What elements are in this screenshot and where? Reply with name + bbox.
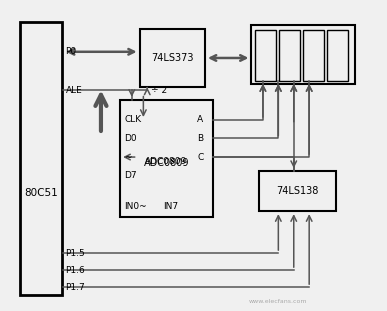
Text: C: C [197, 153, 204, 161]
Text: ÷ 2: ÷ 2 [151, 86, 167, 95]
Text: A: A [197, 115, 204, 124]
Text: IN7: IN7 [163, 202, 178, 211]
Text: ADC0809: ADC0809 [144, 158, 189, 168]
Bar [140, 29, 205, 87]
Text: P0: P0 [65, 47, 77, 56]
Bar [279, 30, 300, 81]
Text: 74LS138: 74LS138 [276, 186, 319, 196]
Text: P1.7: P1.7 [65, 283, 85, 292]
Text: CLK: CLK [124, 115, 141, 124]
Text: 74LS373: 74LS373 [151, 53, 194, 63]
Bar [327, 30, 348, 81]
Bar [303, 30, 324, 81]
Text: ~: ~ [124, 153, 132, 161]
Text: www.elecfans.com: www.elecfans.com [249, 299, 308, 304]
Text: D7: D7 [124, 171, 137, 180]
Text: P1.5: P1.5 [65, 248, 85, 258]
Bar [259, 171, 336, 211]
Bar [255, 30, 276, 81]
Text: ADC0809: ADC0809 [146, 157, 188, 166]
Bar [20, 22, 62, 295]
Text: P1.6: P1.6 [65, 266, 85, 275]
Bar [251, 26, 355, 84]
Text: D0: D0 [124, 134, 137, 143]
Text: IN0~: IN0~ [124, 202, 147, 211]
Text: 80C51: 80C51 [24, 188, 58, 198]
Text: B: B [197, 134, 204, 143]
Bar [120, 100, 213, 217]
Text: ALE: ALE [65, 86, 82, 95]
